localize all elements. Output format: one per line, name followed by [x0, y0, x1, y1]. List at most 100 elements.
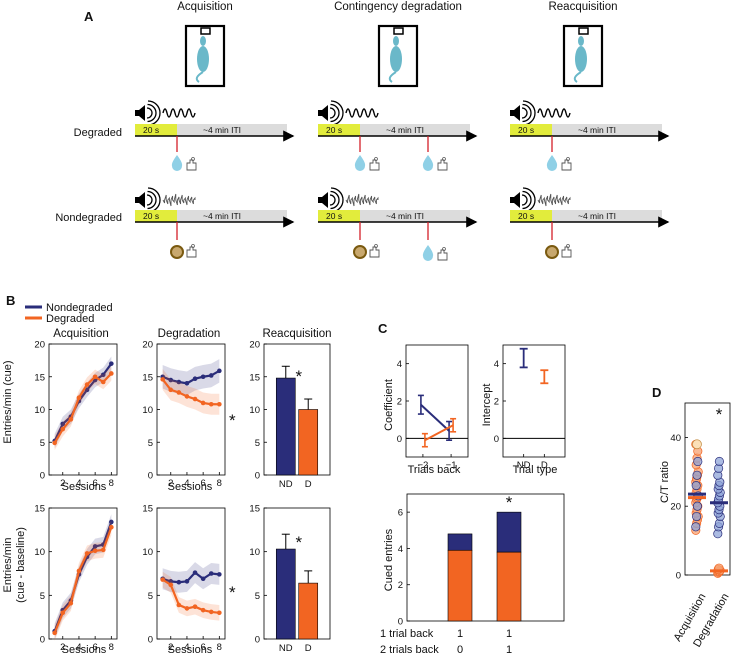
c-int-xtick-label: D [541, 460, 548, 471]
nondegraded-timeline-cue-block [318, 210, 360, 222]
b-acq-cue-xtick-label: 8 [109, 478, 114, 489]
degraded-timeline-cue-label: 20 s [143, 125, 159, 135]
degraded-timeline-iti-block [552, 124, 662, 136]
b-ylabel-bottom-2: (cue - baseline) [15, 527, 27, 603]
b-reacq-diff-frame [263, 507, 331, 640]
b-acq-cue-xtick-label: 6 [92, 478, 97, 489]
b-acq-diff-ytick-label: 0 [40, 635, 45, 646]
food-pellet-icon [353, 245, 367, 259]
b-acq-cue-ytick-label: 5 [40, 438, 45, 449]
b-reacq-cue-ytick-label: 10 [249, 405, 260, 416]
rat-body [197, 46, 209, 72]
b-acq-cue-ytick-label: 10 [34, 405, 45, 416]
legend-degraded: Degraded [46, 313, 94, 325]
b-reacq-diff-bar-D [298, 582, 319, 640]
c-int-xtick-label: ND [517, 460, 531, 471]
c-int-xlabel: Trial type [513, 464, 558, 476]
b-deg-diff-point-degraded [184, 606, 190, 611]
b-acq-diff-ytick-label: 5 [40, 591, 45, 602]
b-ylabel-top: Entries/min (cue) [2, 360, 14, 443]
b-reacq-cue-ytick-label: 20 [249, 340, 260, 351]
degraded-timeline-iti-block [177, 124, 287, 136]
b-deg-diff-star: * [229, 583, 236, 602]
c-bar-nondegraded-segment [447, 533, 473, 551]
b-reacq-diff-xtick-label: D [305, 643, 312, 654]
b-reacq-diff-ytick-label: 0 [255, 635, 260, 646]
b-reacq-diff-star: * [295, 533, 302, 552]
b-title-acquisition: Acquisition [53, 328, 109, 340]
c-row2-label: 2 trials back [380, 644, 439, 656]
b-deg-diff-sem-band-degraded [162, 571, 220, 621]
c-coef-line-degraded [424, 424, 454, 442]
b-acq-cue-point-nondegraded [84, 387, 90, 393]
b-acq-diff-point-degraded [52, 630, 57, 636]
b-acq-diff-ytick-label: 15 [34, 504, 45, 515]
b-acq-diff-ytick-label: 10 [34, 547, 45, 558]
c-row1-val-1: 1 [457, 628, 463, 640]
b-reacq-diff-ytick-label: 10 [249, 547, 260, 558]
water-drop-icon [354, 155, 366, 171]
d-ylabel: C/T ratio [659, 461, 671, 503]
d-ytick-label: 0 [676, 571, 681, 582]
magazine-port [578, 27, 589, 35]
speaker-icon [135, 192, 145, 208]
rat-tail [388, 71, 397, 83]
legend-nondegraded: Nondegraded [46, 302, 113, 314]
b-deg-cue-ytick-label: 15 [142, 372, 153, 383]
b-reacq-cue-xtick-label: D [305, 479, 312, 490]
sound-wave-icon [522, 103, 532, 123]
b-deg-cue-point-nondegraded [168, 377, 174, 383]
d-ytick-label: 20 [670, 502, 681, 513]
b-acq-cue-sem-band-degraded [54, 366, 112, 451]
c-bar-degraded-segment [447, 549, 473, 622]
phase-title-acquisition: Acquisition [177, 1, 233, 13]
speaker-icon [318, 105, 328, 121]
sound-wave-icon [330, 103, 340, 123]
nondegraded-timeline-iti-label: ~4 min ITI [578, 211, 616, 221]
b-acq-diff-sem-band-nondegraded [54, 514, 112, 639]
b-deg-diff-point-nondegraded [208, 571, 214, 576]
b-acq-diff-point-degraded [68, 600, 74, 606]
b-xlabel-deg-top: Sessions [168, 481, 213, 493]
b-acq-cue-point-degraded [76, 395, 82, 401]
sound-wave-icon [521, 107, 528, 119]
sound-wave-icon [147, 103, 157, 123]
b-deg-diff-point-degraded [217, 610, 222, 616]
c-bar-degraded-segment [496, 551, 522, 622]
row-label-degraded: Degraded [74, 127, 122, 139]
b-reacq-cue-frame [263, 343, 331, 476]
b-deg-diff-point-nondegraded [192, 570, 198, 575]
water-drop-icon [546, 155, 558, 171]
c-bar-nondegraded-segment [496, 511, 522, 553]
lever-press-icon [437, 159, 448, 171]
lever-press-icon-tip [374, 244, 378, 248]
c-coef-ytick-label: 2 [397, 397, 402, 408]
b-acq-diff-xtick-label: 6 [92, 642, 97, 653]
b-deg-diff-frame [156, 507, 226, 640]
b-reacq-cue-bar-D [298, 409, 319, 476]
rat-tail [573, 71, 582, 83]
c-bar-ytick-label: 6 [398, 508, 403, 519]
lever-press-icon-tip [566, 244, 570, 248]
b-deg-cue-point-nondegraded [176, 379, 182, 385]
b-deg-diff-point-nondegraded [217, 572, 222, 577]
b-reacq-cue-star: * [295, 367, 302, 386]
nondegraded-timeline-iti-block [360, 210, 470, 222]
b-deg-cue-ytick-label: 5 [148, 438, 153, 449]
b-reacq-cue-ytick-label: 0 [255, 471, 260, 482]
food-pellet-icon [170, 245, 184, 259]
b-deg-cue-point-degraded [160, 377, 165, 382]
c-coef-ytick-label: 0 [397, 434, 402, 445]
b-acq-cue-point-degraded [109, 371, 114, 376]
b-deg-cue-ytick-label: 20 [142, 340, 153, 351]
nondegraded-timeline-cue-label: 20 s [518, 211, 534, 221]
lever-press-icon [186, 246, 197, 258]
lever-press-icon [437, 249, 448, 261]
chamber-box [377, 24, 419, 88]
panel-a-schematic: 20 s ~4 min ITI 20 s ~4 min ITI 20 s ~4 min I… [135, 24, 670, 261]
b-deg-diff-xtick-label: 8 [217, 642, 222, 653]
c-row2-val-2: 1 [506, 644, 512, 656]
b-xlabel-acq-top: Sessions [62, 481, 107, 493]
panel-label-b: B [6, 293, 15, 308]
